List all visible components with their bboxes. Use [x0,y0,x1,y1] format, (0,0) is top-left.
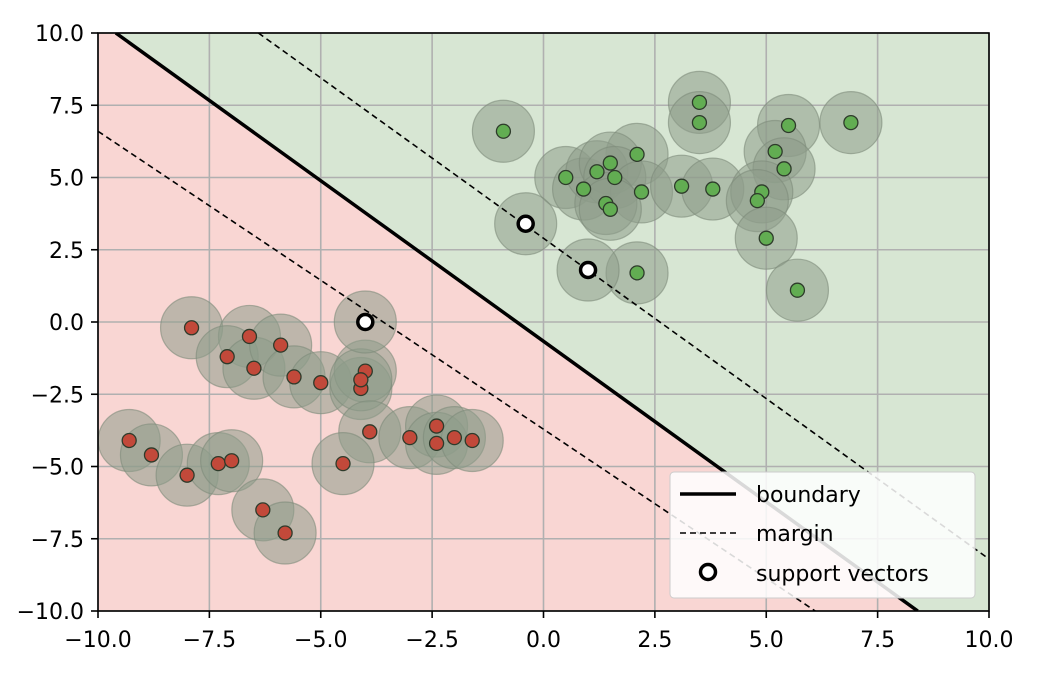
data-points [121,94,859,541]
positive-point [633,184,650,200]
negative-point [241,328,258,345]
x-tick-label: −2.5 [405,628,458,653]
legend-boundary-label: boundary [756,483,861,508]
x-axis-ticks: −10.0 −7.5 −5.0 −2.5 0.0 2.5 5.0 7.5 10.0 [64,611,1013,653]
positive-point [776,161,792,177]
y-tick-label: 5.0 [49,167,84,192]
positive-point [780,117,797,134]
y-tick-label: −10.0 [17,600,84,625]
negative-point [277,525,293,541]
x-tick-label: −5.0 [294,628,347,653]
margin-line [98,130,816,611]
positive-point [789,282,806,298]
positive-point [629,265,645,281]
positive-point [602,201,618,217]
support-vector-marker [356,312,375,332]
negative-point [223,453,240,469]
negative-point [335,455,351,472]
x-tick-label: 2.5 [637,628,672,653]
negative-point [255,502,271,518]
margin-line [257,33,989,560]
negative-point [286,369,302,385]
x-tick-label: 10.0 [965,628,1014,653]
x-tick-label: 7.5 [860,628,895,653]
positive-point [758,230,774,246]
legend: boundary margin support vectors [669,471,976,599]
positive-point [602,155,618,171]
support-vector-marker [516,214,535,233]
positive-point [749,192,765,209]
negative-point [183,320,200,336]
y-axis-ticks: −10.0 −7.5 −5.0 −2.5 0.0 2.5 5.0 7.5 10.0 [17,22,98,625]
negative-point [464,432,480,449]
positive-point [629,146,645,163]
legend-support-vectors-label: support vectors [756,562,929,587]
positive-point [843,114,859,131]
positive-point [589,164,605,180]
negative-point [210,455,226,472]
positive-point [607,169,623,186]
support-vectors [356,214,598,332]
positive-point [495,123,512,139]
y-tick-label: −5.0 [31,456,84,481]
negative-point [362,424,378,440]
negative-point [313,375,329,391]
positive-point [691,94,708,111]
legend-box [669,471,976,599]
y-tick-label: 2.5 [49,239,84,264]
support-vector-marker [578,260,598,280]
positive-point [767,143,783,160]
positive-point [705,181,721,197]
negative-point [121,432,137,449]
positive-point [691,114,708,131]
legend-support-vector-swatch [698,562,718,582]
legend-margin-label: margin [756,522,834,547]
y-tick-label: 10.0 [35,22,84,47]
y-tick-label: −2.5 [31,383,84,408]
positive-point [673,178,690,194]
negative-point [428,418,445,434]
x-tick-label: 0.0 [526,628,561,653]
negative-point [428,435,445,452]
negative-point [179,467,195,483]
negative-point [219,349,235,365]
negative-point [402,429,418,446]
negative-point [273,337,289,353]
x-tick-label: −10.0 [64,628,131,653]
y-tick-label: 0.0 [49,311,84,336]
y-tick-label: −7.5 [31,528,84,553]
y-tick-label: 7.5 [49,94,84,119]
x-tick-label: −7.5 [183,628,236,653]
negative-point [246,360,262,376]
negative-point [446,429,463,446]
positive-point [558,169,574,186]
negative-point [143,447,160,463]
x-tick-label: 5.0 [749,628,784,653]
negative-point [353,372,369,388]
positive-point [575,181,592,197]
